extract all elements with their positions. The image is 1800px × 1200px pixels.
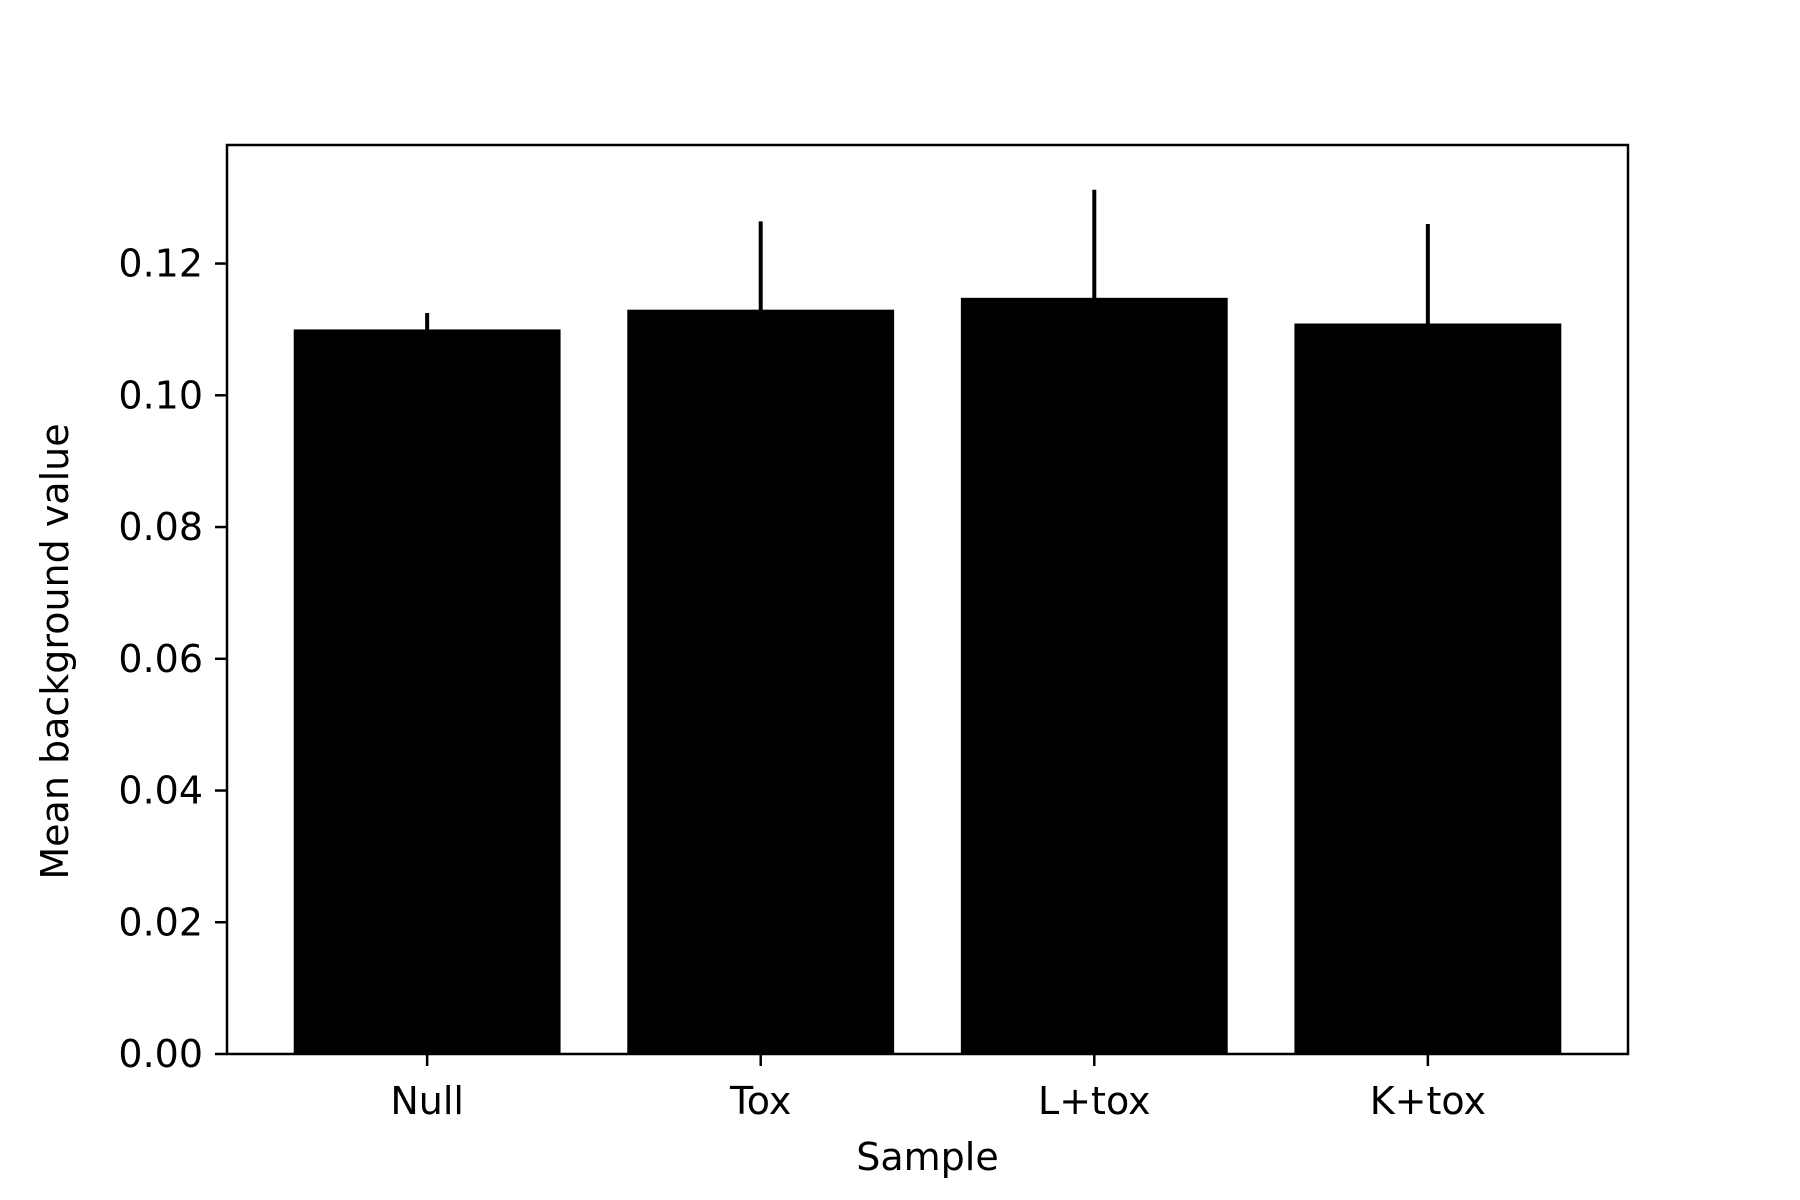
y-tick-label: 0.12 [118, 242, 203, 286]
y-axis: 0.00 0.02 0.04 0.06 0.08 0.10 0.12 [118, 242, 227, 1076]
error-bars-group [425, 189, 1430, 423]
y-tick-label: 0.08 [118, 505, 203, 549]
y-tick-label: 0.02 [118, 900, 203, 944]
x-axis: Null Tox L+tox K+tox [390, 1054, 1486, 1123]
x-tick-label: L+tox [1038, 1079, 1150, 1123]
bar-l-tox [960, 297, 1228, 1054]
x-tick-label: Tox [729, 1079, 791, 1123]
bar-tox [627, 309, 895, 1054]
bars-group [293, 297, 1562, 1054]
y-axis-label: Mean background value [33, 423, 77, 879]
x-tick-label: Null [390, 1079, 464, 1123]
bar-null [293, 329, 561, 1054]
y-tick-label: 0.10 [118, 373, 203, 417]
x-axis-label: Sample [856, 1135, 998, 1179]
y-tick-label: 0.06 [118, 637, 203, 681]
plot-frame [225, 143, 1630, 1056]
y-tick-label: 0.00 [118, 1032, 203, 1076]
y-tick-label: 0.04 [118, 769, 203, 813]
x-tick-label: K+tox [1370, 1079, 1486, 1123]
bar-k-tox [1294, 323, 1562, 1054]
